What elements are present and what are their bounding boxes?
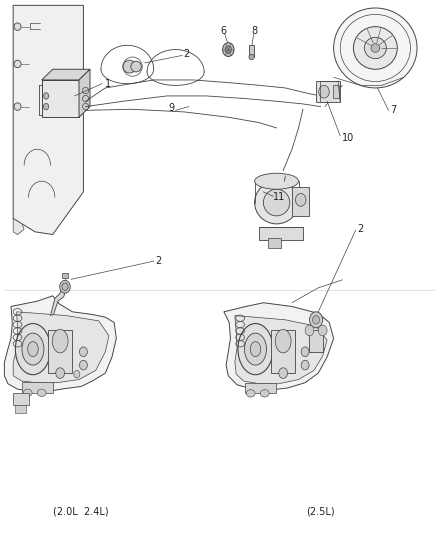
Text: 2: 2 xyxy=(155,256,161,266)
Ellipse shape xyxy=(237,324,272,375)
Polygon shape xyxy=(50,290,66,316)
Ellipse shape xyxy=(295,193,305,206)
Ellipse shape xyxy=(222,43,233,56)
Text: 2: 2 xyxy=(183,50,189,59)
Ellipse shape xyxy=(263,189,289,216)
Ellipse shape xyxy=(23,389,32,397)
Bar xyxy=(13,393,28,405)
Ellipse shape xyxy=(74,370,80,378)
Ellipse shape xyxy=(82,103,88,110)
Bar xyxy=(244,383,275,393)
Ellipse shape xyxy=(82,87,88,94)
Ellipse shape xyxy=(60,280,70,293)
Bar xyxy=(15,405,26,413)
Ellipse shape xyxy=(131,61,141,72)
Ellipse shape xyxy=(318,325,326,336)
Ellipse shape xyxy=(123,60,136,73)
Ellipse shape xyxy=(14,60,21,68)
Ellipse shape xyxy=(43,93,49,99)
Ellipse shape xyxy=(37,389,46,397)
Polygon shape xyxy=(79,69,90,117)
Ellipse shape xyxy=(52,329,68,353)
Ellipse shape xyxy=(79,347,87,357)
Polygon shape xyxy=(13,5,83,235)
Ellipse shape xyxy=(275,329,290,353)
Text: 11: 11 xyxy=(272,192,284,202)
Bar xyxy=(42,80,79,117)
Bar xyxy=(48,330,72,373)
Ellipse shape xyxy=(300,360,308,370)
Bar xyxy=(22,382,53,393)
Text: 9: 9 xyxy=(168,103,174,112)
Polygon shape xyxy=(13,219,24,235)
Ellipse shape xyxy=(278,368,287,378)
Ellipse shape xyxy=(82,95,88,102)
Bar xyxy=(315,81,339,102)
Ellipse shape xyxy=(14,23,21,30)
Text: 2: 2 xyxy=(356,224,362,234)
Ellipse shape xyxy=(225,46,231,53)
Ellipse shape xyxy=(370,44,379,52)
Bar xyxy=(271,330,295,373)
Polygon shape xyxy=(13,312,109,383)
Bar xyxy=(249,45,253,57)
Ellipse shape xyxy=(43,103,49,110)
Ellipse shape xyxy=(28,342,38,357)
Ellipse shape xyxy=(22,333,44,365)
Ellipse shape xyxy=(309,312,322,328)
Bar xyxy=(332,85,339,98)
Text: 8: 8 xyxy=(251,26,257,36)
Text: 1: 1 xyxy=(104,79,110,88)
Bar xyxy=(309,330,322,352)
Ellipse shape xyxy=(254,181,298,224)
Ellipse shape xyxy=(312,316,319,324)
Ellipse shape xyxy=(15,324,50,375)
Ellipse shape xyxy=(364,37,385,59)
Ellipse shape xyxy=(333,8,416,88)
Text: 6: 6 xyxy=(220,26,226,36)
Bar xyxy=(62,273,68,278)
Ellipse shape xyxy=(246,390,254,397)
Text: 10: 10 xyxy=(341,133,353,142)
Polygon shape xyxy=(223,303,333,390)
Polygon shape xyxy=(234,316,326,384)
Ellipse shape xyxy=(260,390,268,397)
Ellipse shape xyxy=(254,173,298,189)
Bar xyxy=(267,238,280,248)
Ellipse shape xyxy=(56,368,64,378)
Ellipse shape xyxy=(318,85,328,98)
Text: (2.5L): (2.5L) xyxy=(305,507,334,516)
Ellipse shape xyxy=(353,27,396,69)
Polygon shape xyxy=(4,296,116,392)
Ellipse shape xyxy=(14,103,21,110)
Polygon shape xyxy=(42,69,90,80)
Ellipse shape xyxy=(244,333,266,365)
Bar xyxy=(291,187,309,216)
Ellipse shape xyxy=(79,360,87,370)
Ellipse shape xyxy=(250,342,260,357)
Ellipse shape xyxy=(62,283,68,290)
Bar xyxy=(258,227,302,240)
Text: (2.0L  2.4L): (2.0L 2.4L) xyxy=(53,507,109,516)
Ellipse shape xyxy=(248,54,254,60)
Ellipse shape xyxy=(304,325,313,336)
Ellipse shape xyxy=(300,347,308,357)
Text: 7: 7 xyxy=(389,106,395,115)
